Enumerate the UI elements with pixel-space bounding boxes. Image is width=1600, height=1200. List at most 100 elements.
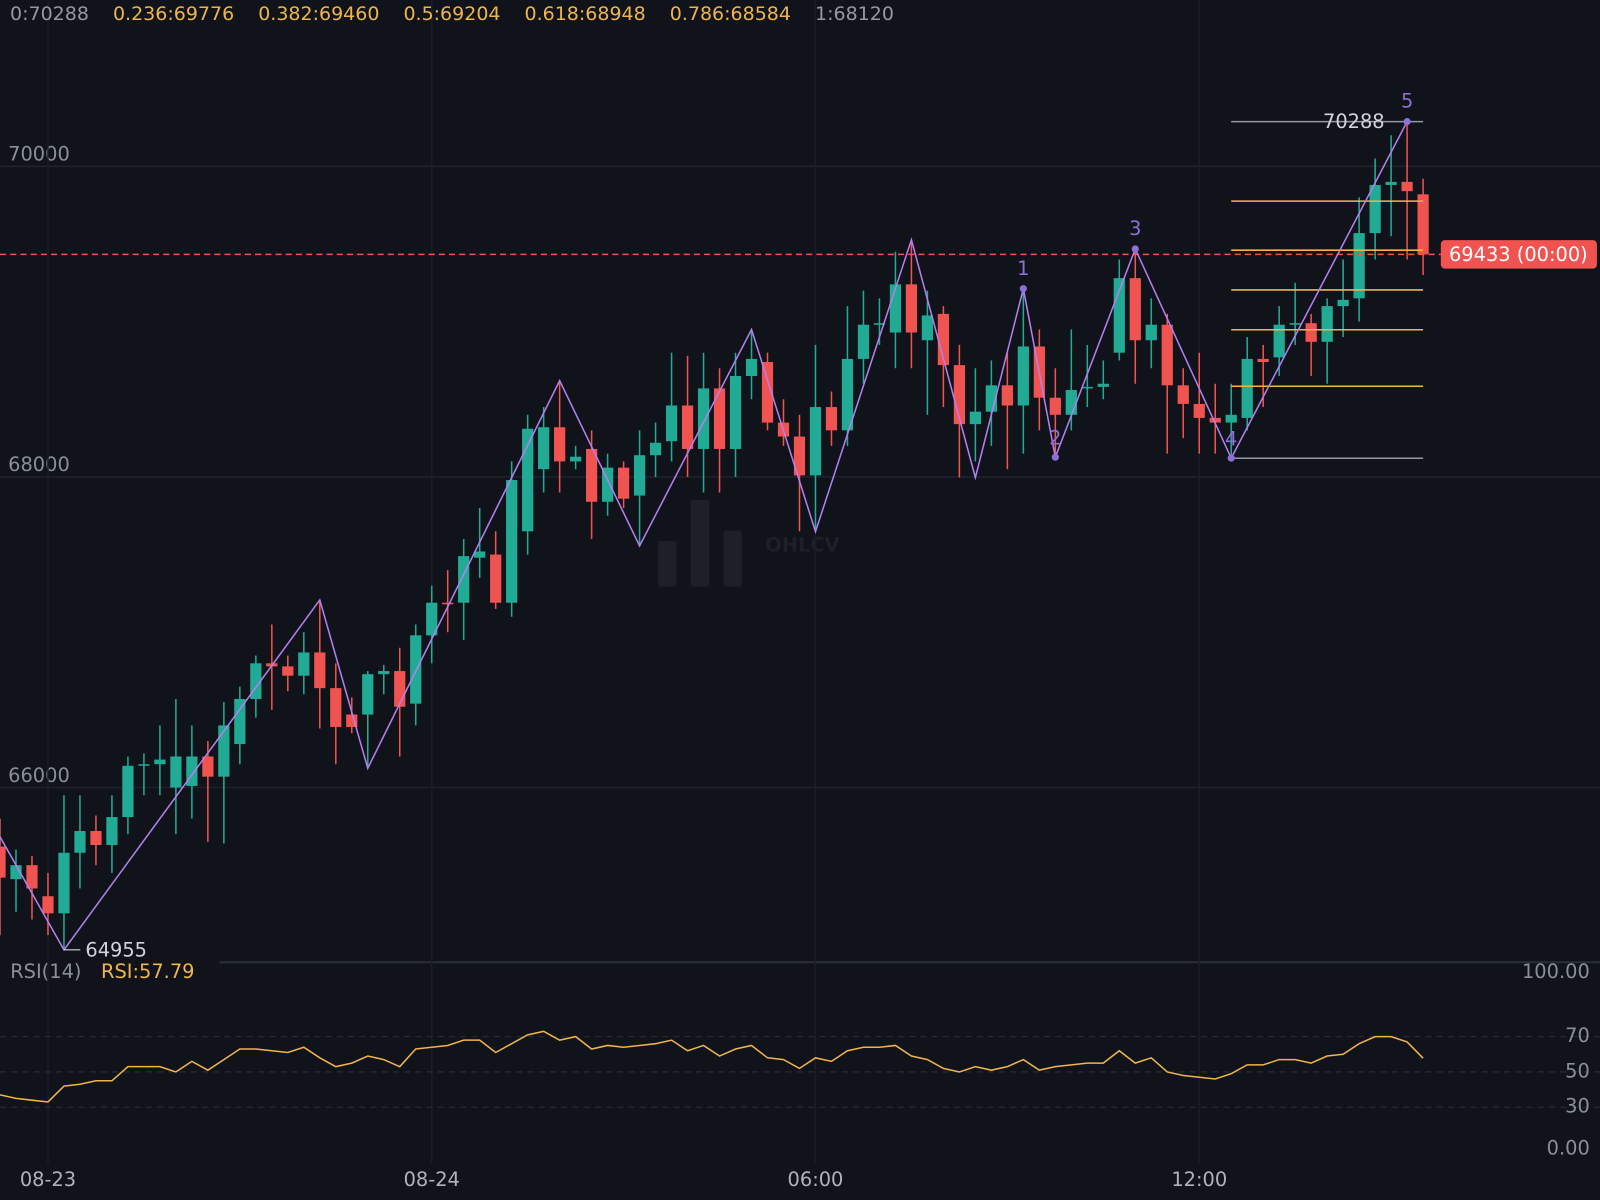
candle-body	[602, 467, 614, 502]
candle-body	[1129, 278, 1141, 341]
candle-body	[713, 388, 726, 449]
candle-body	[170, 756, 182, 788]
candle-body	[42, 896, 54, 914]
wave-point	[1019, 285, 1027, 293]
candle-body	[378, 671, 390, 675]
high-label: 70288	[1323, 110, 1385, 133]
candle-body	[921, 315, 934, 341]
candle-body	[298, 652, 310, 676]
candle-body	[745, 358, 758, 376]
candle-body	[841, 358, 854, 431]
rsi-line	[0, 1030, 1424, 1103]
candle-body	[825, 407, 838, 431]
rsi-value-label: RSI:57.79	[101, 960, 194, 983]
candle-body	[729, 375, 742, 449]
y-tick-label: 68000	[8, 453, 70, 476]
candle-body	[1193, 403, 1205, 418]
y-tick-label: 66000	[8, 764, 70, 787]
candle-body	[74, 831, 86, 853]
rsi-tick-label: 50	[1565, 1059, 1590, 1082]
candle-body	[1161, 324, 1173, 386]
x-tick-label: 12:00	[1171, 1168, 1227, 1191]
fib-legend-item: 0.382:69460	[258, 3, 380, 25]
candle-body	[1353, 233, 1365, 299]
candle-body	[234, 699, 246, 745]
rsi-tick-label: 100.00	[1522, 960, 1590, 983]
candle-body	[474, 551, 486, 558]
candle-body	[617, 467, 630, 499]
wave-point	[1403, 118, 1411, 126]
watermark: OHLCV	[658, 500, 840, 587]
candle-body	[1273, 324, 1285, 358]
watermark-icon	[690, 500, 710, 587]
wave-label: 1	[1017, 257, 1029, 280]
candle-body	[90, 831, 102, 845]
candle-body	[458, 556, 470, 603]
candle-body	[1225, 414, 1237, 423]
zigzag-line	[0, 121, 1408, 952]
wave-label: 5	[1401, 90, 1413, 113]
candle-body	[1369, 184, 1381, 234]
candle-body	[426, 602, 438, 636]
candle-body	[538, 427, 550, 470]
fib-legend-item: 0:70288	[10, 3, 89, 25]
candle-body	[1401, 181, 1413, 192]
wave-point	[1227, 454, 1235, 462]
candle-body	[953, 365, 965, 425]
x-tick-label: 08-23	[20, 1168, 76, 1191]
candle-body	[490, 554, 502, 603]
y-tick-label: 70000	[8, 143, 70, 166]
last-price-badge	[1440, 240, 1597, 269]
candle-body	[10, 865, 22, 880]
candle-body	[394, 671, 406, 707]
candle-body	[1385, 181, 1397, 185]
candle-body	[554, 427, 566, 462]
candle-body	[1001, 385, 1013, 406]
candle-body	[857, 324, 870, 359]
fib-legend-item: 1:68120	[815, 3, 894, 25]
candle-body	[282, 666, 294, 676]
fib-legend-item: 0.5:69204	[403, 3, 501, 25]
candle-body	[330, 688, 342, 727]
candle-body	[506, 480, 518, 603]
candle-body	[570, 456, 582, 462]
candle-body	[1417, 194, 1429, 255]
candle-body	[985, 385, 997, 412]
wave-label: 3	[1129, 217, 1141, 240]
candle-body	[665, 405, 678, 442]
rsi-tick-label: 0.00	[1547, 1136, 1590, 1159]
fib-legend-item: 0.786:68584	[669, 3, 791, 25]
watermark-text: OHLCV	[765, 533, 839, 556]
candle-body	[138, 764, 150, 766]
candle-body	[1113, 278, 1125, 353]
last-price-label: 69433 (00:00)	[1449, 243, 1588, 266]
candle-body	[106, 817, 118, 845]
candle-body	[1321, 306, 1333, 342]
candle-body	[1337, 299, 1349, 307]
candle-body	[154, 759, 166, 765]
candle-body	[1177, 385, 1189, 404]
wave-point	[1051, 453, 1059, 461]
candle-body	[697, 388, 710, 449]
candle-body	[0, 846, 6, 878]
candle-body	[1017, 346, 1029, 406]
candle-body	[442, 602, 454, 605]
candle-body	[1065, 389, 1077, 415]
candle-body	[250, 663, 262, 700]
fib-legend: 0:70288 0.236:69776 0.382:69460 0.5:69204 0.…	[10, 2, 894, 26]
candle-body	[793, 436, 806, 476]
low-label: 64955	[85, 938, 147, 961]
fib-legend-item: 0.236:69776	[112, 3, 235, 25]
candle-body	[889, 284, 902, 333]
rsi-tick-label: 30	[1565, 1095, 1590, 1118]
candle-body	[905, 284, 918, 333]
candle-body	[1257, 358, 1269, 363]
candle-body	[362, 674, 374, 715]
candle-body	[1081, 386, 1093, 389]
candle-body	[873, 323, 886, 325]
candle-body	[314, 652, 326, 689]
candle-body	[122, 765, 134, 818]
candle-body	[346, 714, 358, 727]
